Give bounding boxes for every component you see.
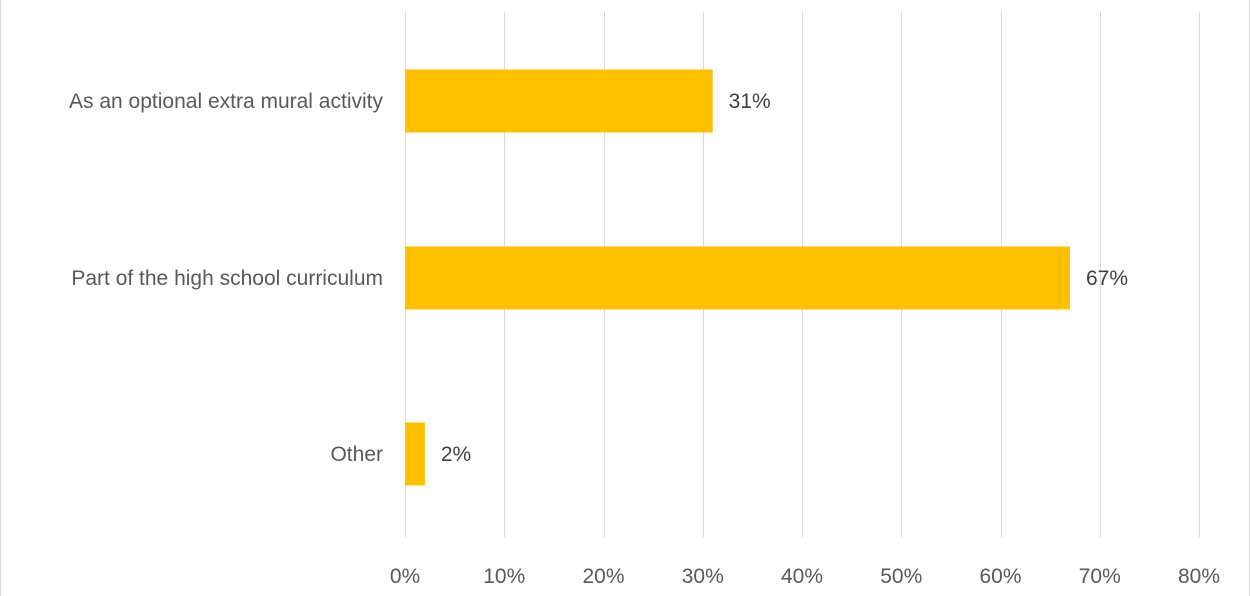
category-label: Other [330,443,383,466]
x-tick-label: 70% [1079,565,1121,588]
data-label: 67% [1086,267,1128,290]
x-tick-label: 40% [781,565,823,588]
x-tick-label: 0% [390,565,420,588]
x-tick-label: 30% [682,565,724,588]
data-label: 2% [441,443,471,466]
x-tick-label: 50% [880,565,922,588]
bar[interactable] [405,246,1070,310]
x-tick-label: 10% [483,565,525,588]
x-tick-label: 80% [1178,565,1220,588]
x-tick-label: 60% [979,565,1021,588]
category-label: Part of the high school curriculum [71,267,383,290]
bar[interactable] [405,422,425,486]
x-tick-label: 20% [582,565,624,588]
bar[interactable] [405,69,713,133]
data-label: 31% [729,90,771,113]
category-label: As an optional extra mural activity [69,90,383,113]
